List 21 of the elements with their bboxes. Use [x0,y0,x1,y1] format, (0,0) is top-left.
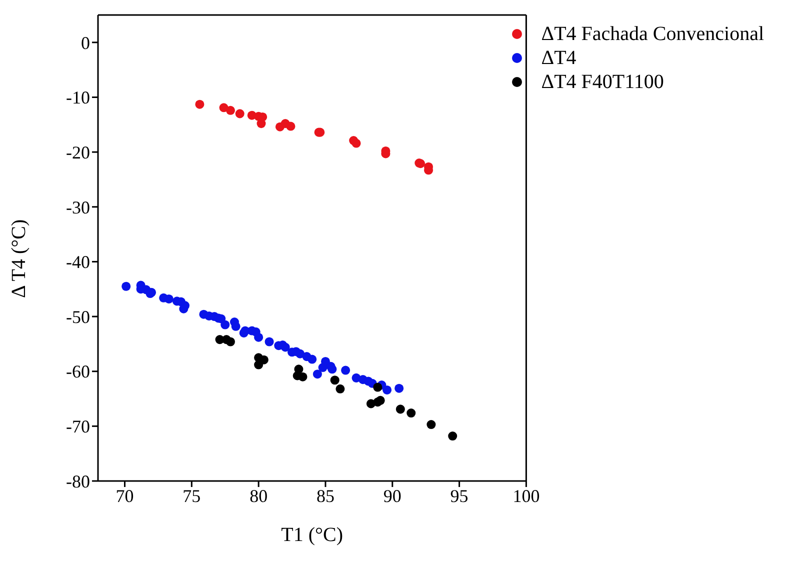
legend-label: ΔT4 Fachada Convencional [541,22,764,46]
y-tick-label: -60 [66,362,90,382]
y-tick-label: -70 [66,416,90,437]
y-axis-title: Δ T4 (°C) [8,219,30,298]
y-tick-label: -80 [66,471,90,492]
x-axis-title: T1 (°C) [281,524,344,546]
y-tick-label: -10 [66,88,90,108]
x-tick-label: 100 [512,486,540,506]
y-tick-label: -50 [66,306,90,327]
x-tick-label: 75 [182,486,201,506]
y-tick-label: 0 [81,32,90,53]
x-tick-label: 90 [383,486,402,506]
x-tick-label: 70 [116,486,134,506]
x-tick-label: 95 [450,486,468,506]
y-tick-label: -40 [66,252,90,272]
legend-label: ΔT4 [541,46,576,70]
y-tick-label: -20 [66,142,90,162]
x-tick-label: 85 [316,486,334,506]
legend-label: ΔT4 F40T1100 [541,70,664,94]
y-tick-label: -30 [66,197,90,218]
x-tick-label: 80 [250,486,268,506]
